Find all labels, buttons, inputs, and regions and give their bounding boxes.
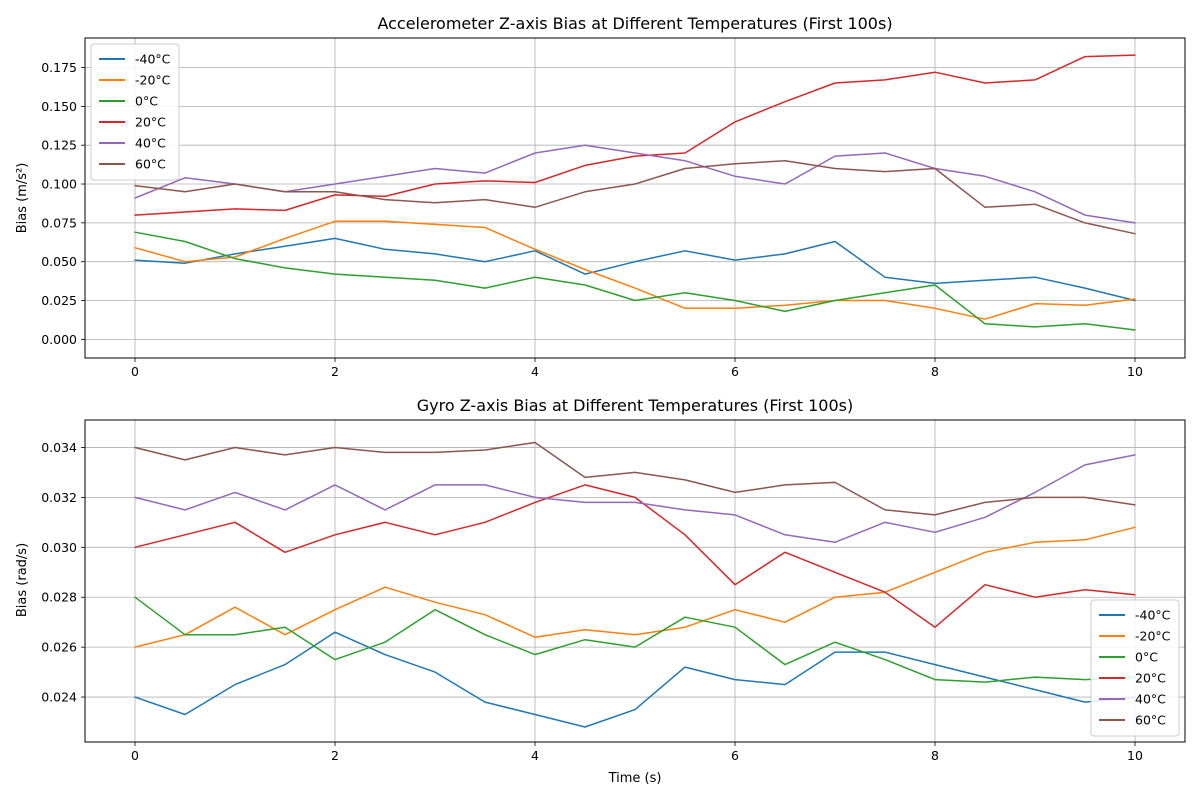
y-axis-label: Bias (m/s²): [15, 163, 30, 234]
x-tick-label: 6: [731, 748, 739, 763]
y-tick-label: 0.075: [41, 215, 77, 230]
series-line: [134, 526, 1136, 648]
legend-label: 40°C: [1135, 692, 1166, 707]
x-axis-label: Time (s): [608, 771, 662, 786]
x-tick-label: 10: [1127, 364, 1143, 379]
legend: -40°C -20°C 0°C 20°C 40°C 60°C: [90, 43, 180, 181]
legend-label: -40°C: [135, 52, 171, 67]
y-tick-label: 0.125: [41, 138, 77, 153]
axis-ticks: 0 2 4 6 8 10 0.024 0.026 0.028 0.030 0.032 0.034: [41, 440, 1143, 763]
y-tick-label: 0.025: [41, 293, 77, 308]
x-tick-label: 0: [131, 364, 139, 379]
y-tick-label: 0.030: [41, 540, 77, 555]
legend-label: 60°C: [135, 157, 166, 172]
x-tick-label: 4: [531, 364, 539, 379]
chart-title: Accelerometer Z-axis Bias at Different T…: [377, 14, 892, 33]
legend-label: 0°C: [135, 94, 158, 109]
legend: -40°C -20°C 0°C 20°C 40°C 60°C: [1090, 599, 1180, 737]
y-tick-label: 0.050: [41, 254, 77, 269]
legend-box: [1090, 599, 1180, 737]
x-tick-label: 8: [931, 748, 939, 763]
y-tick-label: 0.100: [41, 177, 77, 192]
y-tick-label: 0.000: [41, 332, 77, 347]
legend-label: -40°C: [1135, 608, 1171, 623]
x-tick-label: 0: [131, 748, 139, 763]
series-line: [134, 144, 1136, 224]
legend-label: 20°C: [1135, 671, 1166, 686]
legend-label: 60°C: [1135, 713, 1166, 728]
y-tick-label: 0.024: [41, 690, 77, 705]
series-line: [134, 454, 1136, 544]
chart-title: Gyro Z-axis Bias at Different Temperatur…: [417, 396, 853, 415]
legend-label: -20°C: [1135, 629, 1171, 644]
series-line: [134, 159, 1136, 235]
plot-frame: [84, 37, 1186, 359]
legend-label: 40°C: [135, 136, 166, 151]
legend-label: -20°C: [135, 73, 171, 88]
series-line: [134, 231, 1136, 331]
y-axis-label: Bias (rad/s): [15, 543, 30, 617]
plot-frame: [84, 419, 1186, 743]
series-line: [134, 54, 1136, 216]
series-lines: [134, 54, 1136, 331]
x-tick-label: 4: [531, 748, 539, 763]
x-tick-label: 10: [1127, 748, 1143, 763]
gyro-chart: Gyro Z-axis Bias at Different Temperatur…: [15, 396, 1186, 786]
legend-label: 0°C: [1135, 650, 1158, 665]
series-line: [134, 237, 1136, 302]
series-line: [134, 484, 1136, 628]
axis-ticks: 0 2 4 6 8 10 0.000 0.025 0.050 0.075 0.100 0.125 0.1…: [41, 60, 1143, 379]
y-tick-label: 0.034: [41, 440, 77, 455]
series-line: [134, 631, 1136, 728]
series-line: [134, 441, 1136, 516]
series-line: [134, 220, 1136, 320]
series-line: [134, 596, 1136, 683]
y-tick-label: 0.026: [41, 640, 77, 655]
legend-box: [90, 43, 180, 181]
legend-label: 20°C: [135, 115, 166, 130]
series-lines: [134, 441, 1136, 728]
x-tick-label: 2: [331, 748, 339, 763]
y-tick-label: 0.032: [41, 490, 77, 505]
y-tick-label: 0.150: [41, 99, 77, 114]
x-tick-label: 6: [731, 364, 739, 379]
y-tick-label: 0.028: [41, 590, 77, 605]
x-tick-label: 2: [331, 364, 339, 379]
y-tick-label: 0.175: [41, 60, 77, 75]
accelerometer-chart: Accelerometer Z-axis Bias at Different T…: [15, 14, 1186, 379]
x-tick-label: 8: [931, 364, 939, 379]
